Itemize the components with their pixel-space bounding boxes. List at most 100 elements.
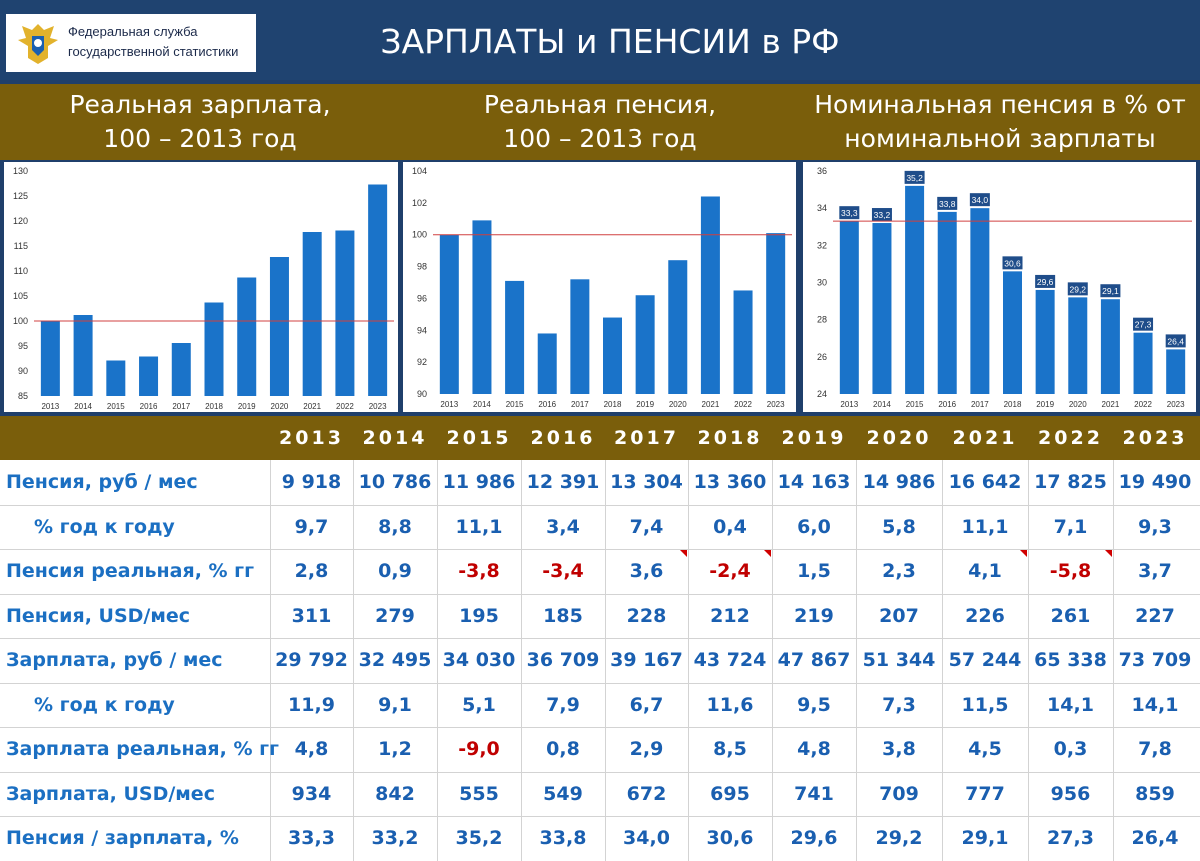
table-cell: 11,1 [455,515,503,538]
x-tick-label: 2017 [971,400,989,409]
column-separator [772,460,773,861]
panel-title-line1: Реальная зарплата, [69,90,331,119]
x-tick-label: 2022 [734,400,752,409]
row-separator [0,638,1200,639]
y-tick-label: 125 [13,191,28,201]
x-tick-label: 2015 [506,400,524,409]
panel-title-real-pension: Реальная пенсия, 100 – 2013 год [400,88,800,156]
column-separator [605,460,606,861]
table-cell: 34,0 [623,827,670,849]
x-tick-label: 2022 [1134,400,1152,409]
table-cell: 934 [291,782,332,805]
table-cell: 16 642 [948,471,1022,493]
table-cell: 3,8 [882,738,916,760]
column-separator [1028,460,1029,861]
bar-2022 [335,230,355,396]
x-tick-label: 2017 [571,400,589,409]
row-label: Пенсия / зарплата, % [6,827,239,849]
table-cell: 842 [375,782,415,805]
table-cell: 11 986 [442,471,516,493]
table-cell: 4,8 [797,738,831,760]
table-cell: 11,6 [706,693,754,716]
y-tick-label: 30 [817,278,827,288]
eagle-emblem-icon [18,24,58,64]
column-separator [437,460,438,861]
bar-2022 [1133,332,1153,394]
y-tick-label: 105 [13,291,28,301]
year-header-2023: 2023 [1122,427,1188,449]
panel-title-line2: 100 – 2013 год [103,124,297,153]
table-cell: 672 [626,782,667,805]
table-cell: 43 724 [693,649,767,671]
panel-title-line2: номинальной зарплаты [844,124,1156,153]
table-cell: 11,1 [961,515,1009,538]
bar-2021 [700,196,720,394]
table-cell: 35,2 [455,827,503,849]
y-tick-label: 90 [18,366,28,376]
column-separator [1113,460,1114,861]
table-cell: -3,8 [458,560,500,582]
y-tick-label: 110 [14,266,28,276]
y-tick-label: 120 [13,216,28,226]
row-label: Пенсия, руб / мес [6,471,198,493]
table-cell: 7,1 [1053,515,1088,538]
table-cell: 185 [543,604,583,627]
data-label-box [839,206,860,220]
x-tick-label: 2023 [767,400,785,409]
chart-pension-ratio: 24 26 28 30 32 34 36 2013 33,3 2014 33,2 2015 35,2 20… [803,162,1196,412]
x-tick-label: 2015 [107,402,125,411]
table-cell: 2,9 [629,738,664,760]
table-cell: 9,1 [378,693,412,716]
x-tick-label: 2020 [1069,400,1087,409]
bar-2016 [537,333,557,394]
bar-2021 [302,232,322,396]
x-tick-label: 2022 [336,402,354,411]
column-separator [688,460,689,861]
y-tick-label: 26 [817,352,827,362]
table-cell: 19 490 [1118,471,1192,493]
table-cell: 7,4 [629,515,664,538]
column-separator [856,460,857,861]
table-cell: -3,4 [542,560,584,582]
bar-2014 [73,315,93,396]
table-cell: 34 030 [442,649,516,671]
row-label: Пенсия, USD/мес [6,604,191,627]
comment-marker-icon [1105,550,1112,557]
y-tick-label: 32 [817,240,827,250]
data-label-box [1100,284,1121,298]
table-cell: 36 709 [526,649,600,671]
column-separator [270,460,271,861]
bar-2015 [905,185,925,394]
data-label-box [1133,317,1154,331]
bar-2019 [237,277,257,396]
panel-titles-band: Реальная зарплата, 100 – 2013 год Реальн… [0,84,1200,160]
table-cell: 956 [1050,782,1091,805]
y-tick-label: 98 [417,262,427,272]
table-cell: 8,5 [713,738,747,760]
table-cell: 13 360 [693,471,767,493]
table-header-band [0,416,1200,460]
table-cell: 3,7 [1138,560,1172,582]
bar-2014 [872,223,892,394]
year-header-2015: 2015 [446,427,512,449]
table-cell: 709 [879,782,919,805]
table-cell: 219 [794,604,834,627]
table-cell: 7,8 [1138,738,1172,760]
x-tick-label: 2021 [1102,400,1120,409]
chart-real-pension: 90 92 94 96 98 100 102 104 2013 2014 2015 2016 2017 2… [403,162,796,412]
comment-marker-icon [1020,550,1027,557]
data-label-box [871,208,892,222]
chart-real-salary-svg: 85 90 95 100 105 110 115 120 125 130 2013 2014 2015 2… [13,166,394,411]
logo-line-1: Федеральная служба [68,24,198,39]
x-tick-label: 2021 [303,402,321,411]
table-cell: 13 304 [610,471,683,493]
bar-2016 [937,211,957,394]
year-header-2018: 2018 [697,427,763,449]
y-tick-label: 94 [417,325,427,335]
y-tick-label: 100 [412,230,427,240]
table-cell: 5,8 [882,515,916,538]
data-label: 34,0 [972,195,989,205]
table-cell: 1,5 [797,560,831,582]
table-cell: 195 [459,604,499,627]
x-tick-label: 2016 [140,402,158,411]
